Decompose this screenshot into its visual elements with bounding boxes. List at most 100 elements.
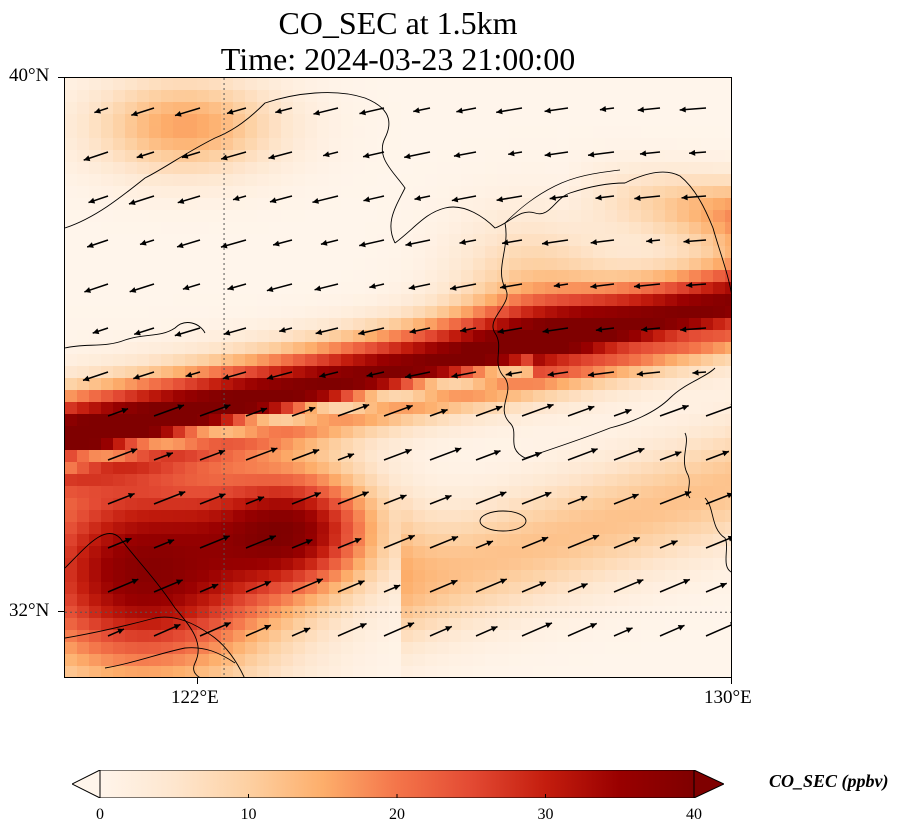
field-cell [77, 306, 90, 319]
field-cell [545, 126, 558, 139]
field-cell [485, 198, 498, 211]
field-cell [317, 258, 330, 271]
field-cell [629, 294, 642, 307]
field-cell [641, 366, 654, 379]
field-cell [713, 282, 726, 295]
field-cell [173, 414, 186, 427]
field-cell [497, 210, 510, 223]
field-cell [281, 186, 294, 199]
field-cell [725, 306, 731, 319]
field-cell [413, 390, 426, 403]
field-cell [89, 174, 102, 187]
field-cell [245, 246, 258, 259]
field-cell [557, 618, 570, 631]
field-cell [377, 666, 390, 677]
field-cell [197, 570, 210, 583]
field-cell [353, 306, 366, 319]
field-cell [149, 114, 162, 127]
field-cell [341, 390, 354, 403]
field-cell [293, 666, 306, 677]
field-cell [113, 282, 126, 295]
field-cell [305, 222, 318, 235]
field-cell [713, 438, 726, 451]
field-cell [209, 114, 222, 127]
field-cell [185, 318, 198, 331]
field-cell [101, 306, 114, 319]
field-cell [389, 366, 402, 379]
field-cell [485, 306, 498, 319]
field-cell [377, 258, 390, 271]
field-cell [389, 618, 402, 631]
field-cell [557, 90, 570, 103]
field-cell [725, 234, 731, 247]
field-cell [593, 522, 606, 535]
field-cell [389, 318, 402, 331]
field-cell [461, 426, 474, 439]
field-cell [221, 510, 234, 523]
field-cell [137, 534, 150, 547]
field-cell [545, 282, 558, 295]
field-cell [545, 534, 558, 547]
field-cell [401, 78, 414, 91]
field-cell [365, 546, 378, 559]
field-cell [641, 330, 654, 343]
field-cell [77, 246, 90, 259]
field-cell [701, 534, 714, 547]
field-cell [641, 378, 654, 391]
field-cell [197, 534, 210, 547]
field-cell [665, 342, 678, 355]
field-cell [149, 222, 162, 235]
wind-arrow [587, 371, 615, 378]
field-cell [221, 426, 234, 439]
field-cell [557, 450, 570, 463]
field-cell [545, 498, 558, 511]
field-cell [665, 570, 678, 583]
field-cell [449, 450, 462, 463]
field-cell [329, 426, 342, 439]
field-cell [173, 294, 186, 307]
field-cell [209, 234, 222, 247]
field-cell [617, 318, 630, 331]
field-cell [365, 402, 378, 415]
field-cell [461, 90, 474, 103]
field-cell [413, 630, 426, 643]
field-cell [581, 138, 594, 151]
field-cell [701, 462, 714, 475]
field-cell [365, 450, 378, 463]
field-cell [209, 438, 222, 451]
field-cell [581, 630, 594, 643]
field-cell [605, 618, 618, 631]
field-cell [701, 258, 714, 271]
field-cell [545, 642, 558, 655]
field-cell [689, 498, 702, 511]
field-cell [653, 354, 666, 367]
field-cell [533, 594, 546, 607]
field-cell [533, 246, 546, 259]
field-cell [617, 294, 630, 307]
field-cell [725, 498, 731, 511]
wind-arrow [429, 494, 452, 505]
field-cell [605, 294, 618, 307]
field-cell [317, 114, 330, 127]
field-cell [665, 594, 678, 607]
field-cell [281, 270, 294, 283]
field-cell [101, 174, 114, 187]
field-cell [725, 474, 731, 487]
field-cell [425, 114, 438, 127]
field-cell [329, 582, 342, 595]
field-cell [461, 594, 474, 607]
field-cell [581, 174, 594, 187]
field-cell [689, 630, 702, 643]
field-cell [125, 414, 138, 427]
field-cell [629, 78, 642, 91]
field-cell [197, 606, 210, 619]
field-cell [329, 438, 342, 451]
field-cell [629, 246, 642, 259]
field-cell [665, 282, 678, 295]
field-cell [665, 318, 678, 331]
field-cell [413, 534, 426, 547]
field-cell [545, 150, 558, 163]
field-cell [557, 354, 570, 367]
field-cell [197, 486, 210, 499]
field-cell [137, 654, 150, 667]
